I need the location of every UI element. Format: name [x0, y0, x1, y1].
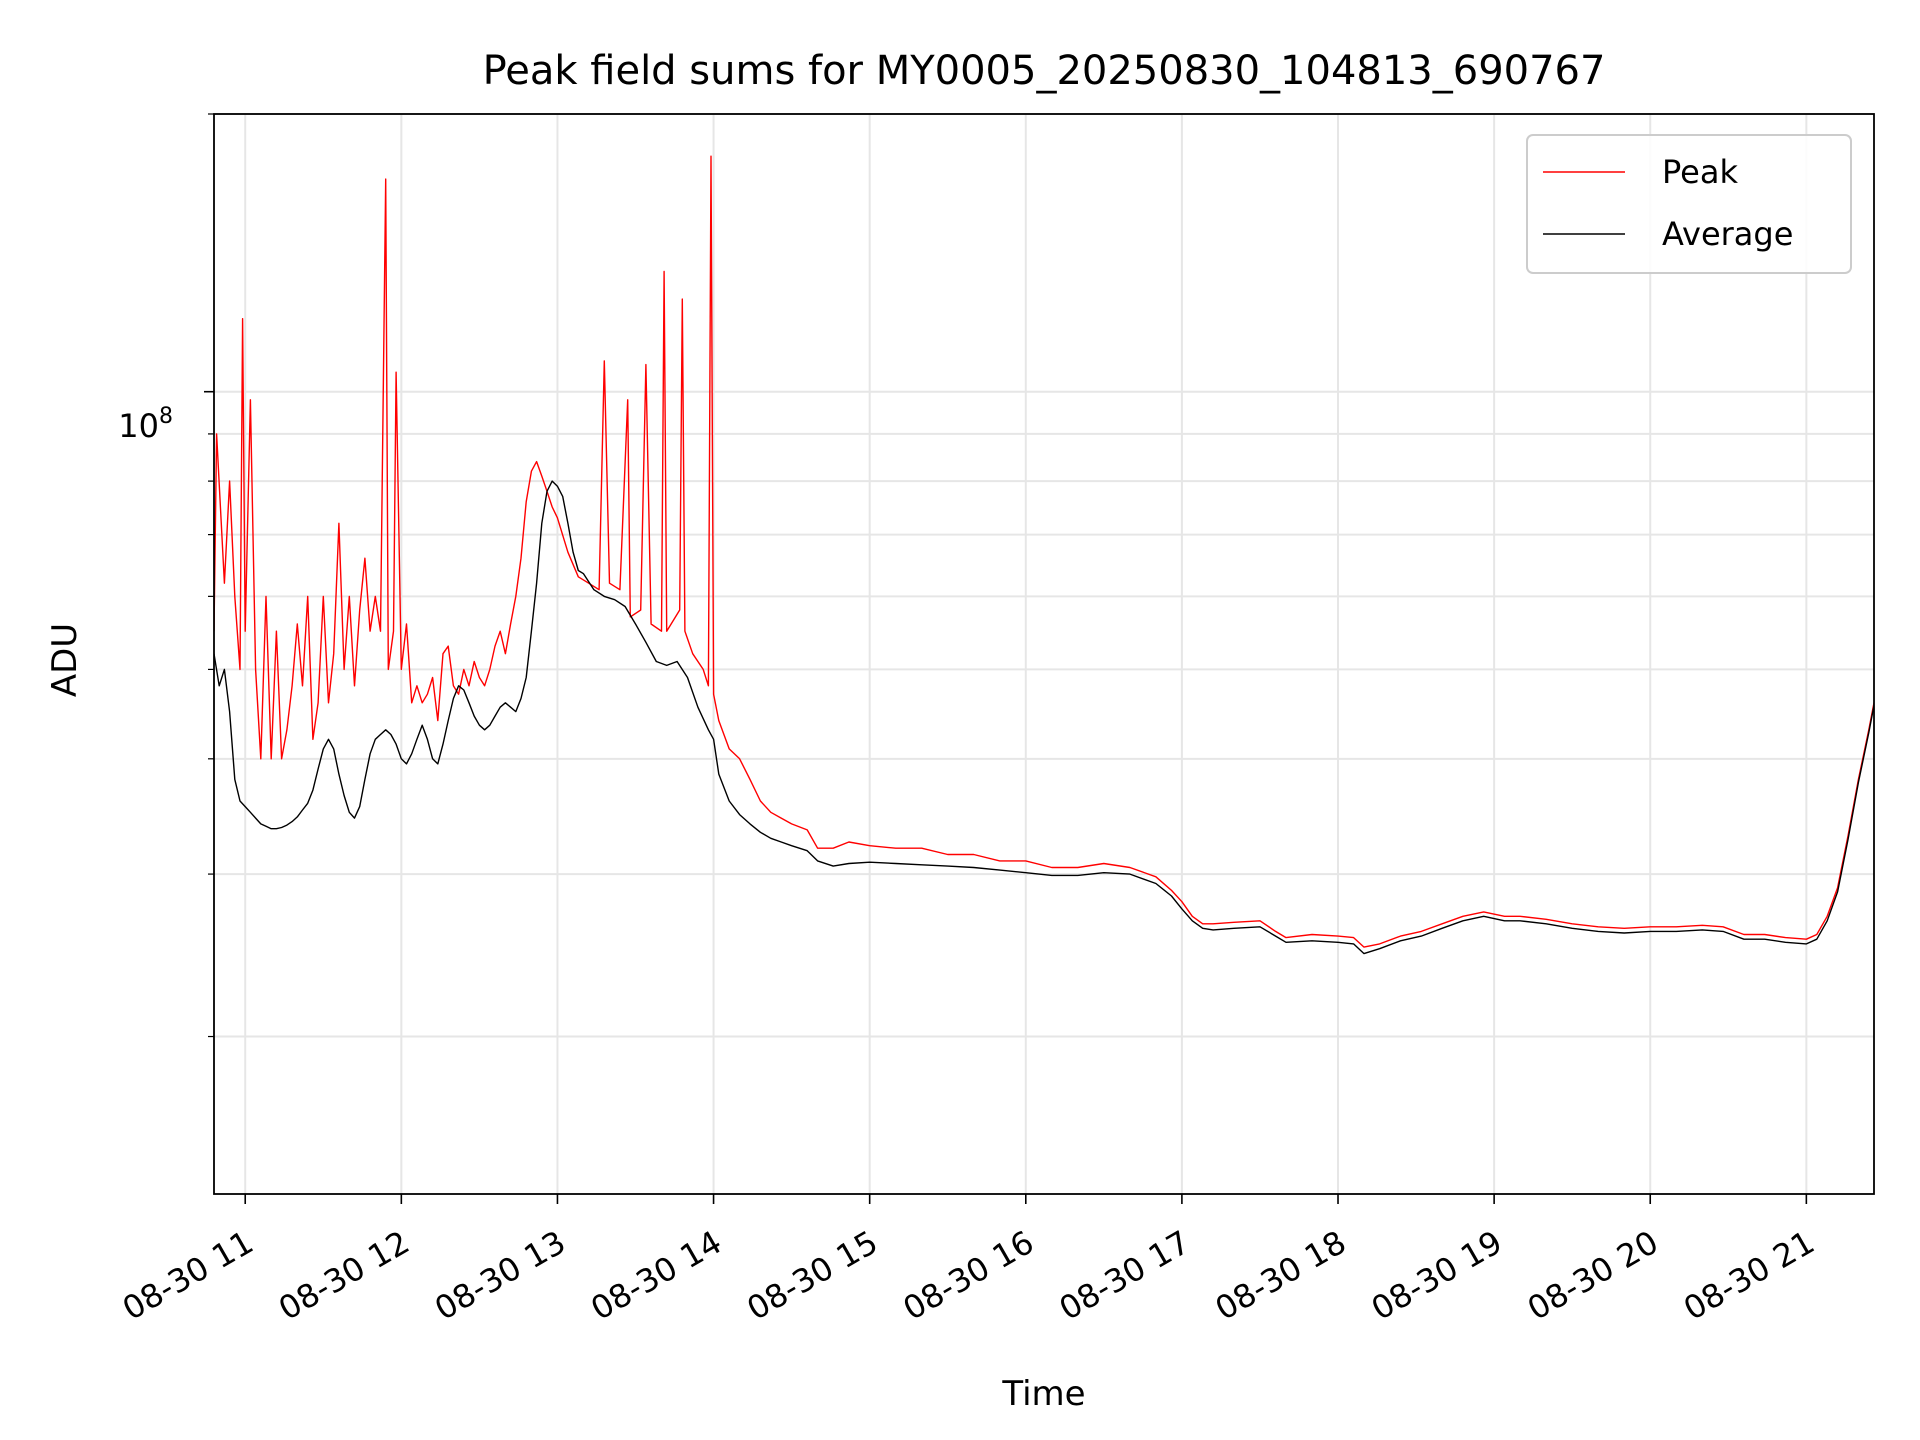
y-tick-exponent: 8 — [159, 404, 173, 429]
series-layer — [214, 155, 1874, 955]
series-line-average — [214, 480, 1874, 955]
legend-label-average: Average — [1662, 215, 1793, 253]
y-tick-label: 108 — [118, 404, 173, 445]
series-line-peak — [214, 155, 1874, 948]
chart-title: Peak field sums for MY0005_20250830_1048… — [483, 48, 1606, 94]
plot-frame — [213, 113, 1875, 1195]
y-tick-base: 10 — [118, 407, 159, 445]
x-axis-label: Time — [1001, 1374, 1085, 1414]
y-axis-label: ADU — [45, 623, 85, 697]
grid — [214, 113, 1874, 1194]
legend: Peak Average — [1526, 134, 1852, 274]
svg-text:108: 108 — [118, 404, 173, 445]
legend-label-peak: Peak — [1662, 153, 1738, 191]
legend-box — [1526, 134, 1852, 274]
